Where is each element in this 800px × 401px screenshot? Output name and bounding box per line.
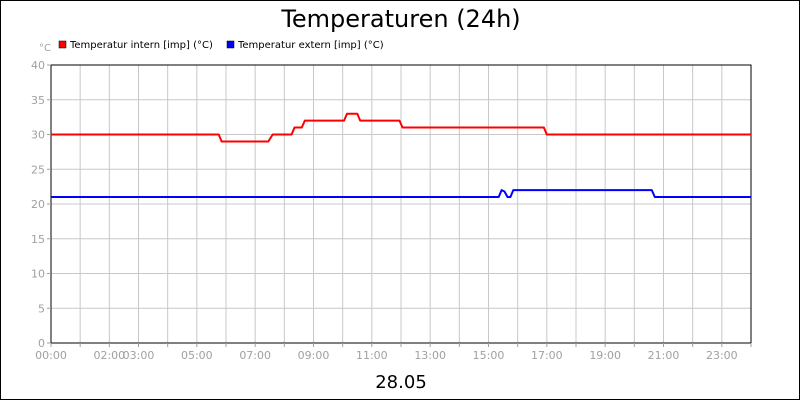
legend: Temperatur intern [imp] (°C) Temperatur e…: [58, 40, 384, 51]
series-lines: [51, 112, 751, 198]
x-tick-label: 02:00: [93, 349, 125, 362]
chart-title: Temperaturen (24h): [280, 5, 520, 33]
x-tick-label: 11:00: [356, 349, 388, 362]
y-tick-label: 35: [31, 94, 45, 107]
legend-label: Temperatur extern [imp] (°C): [237, 40, 384, 51]
y-tick-label: 0: [38, 337, 45, 350]
x-tick-label: 15:00: [473, 349, 505, 362]
x-tick-label: 21:00: [648, 349, 680, 362]
legend-swatch: [58, 40, 67, 49]
y-tick-label: 15: [31, 233, 45, 246]
series-line-extern: [51, 189, 751, 198]
y-tick-label: 20: [31, 198, 45, 211]
x-tick-label: 23:00: [706, 349, 738, 362]
legend-label: Temperatur intern [imp] (°C): [69, 40, 213, 51]
x-tick-label: 09:00: [298, 349, 330, 362]
date-label: 28.05: [375, 372, 427, 393]
y-tick-label: 10: [31, 268, 45, 281]
grid: [51, 65, 751, 343]
y-tick-label: 30: [31, 129, 45, 142]
legend-swatch: [226, 40, 235, 49]
y-tick-label: 40: [31, 59, 45, 72]
x-tick-label: 19:00: [589, 349, 621, 362]
x-tick-label: 07:00: [239, 349, 271, 362]
x-tick-label: 17:00: [531, 349, 563, 362]
y-tick-label: 5: [38, 302, 45, 315]
y-tick-label: 25: [31, 163, 45, 176]
x-tick-label: 13:00: [414, 349, 446, 362]
series-line-intern: [51, 112, 751, 143]
x-tick-label: 05:00: [181, 349, 213, 362]
y-axis-unit: °C: [39, 43, 51, 54]
x-tick-label: 00:00: [35, 349, 67, 362]
x-tick-label: 03:00: [123, 349, 155, 362]
y-axis-ticks: 0 5 10 15 20 25 30 35 40: [31, 59, 51, 350]
